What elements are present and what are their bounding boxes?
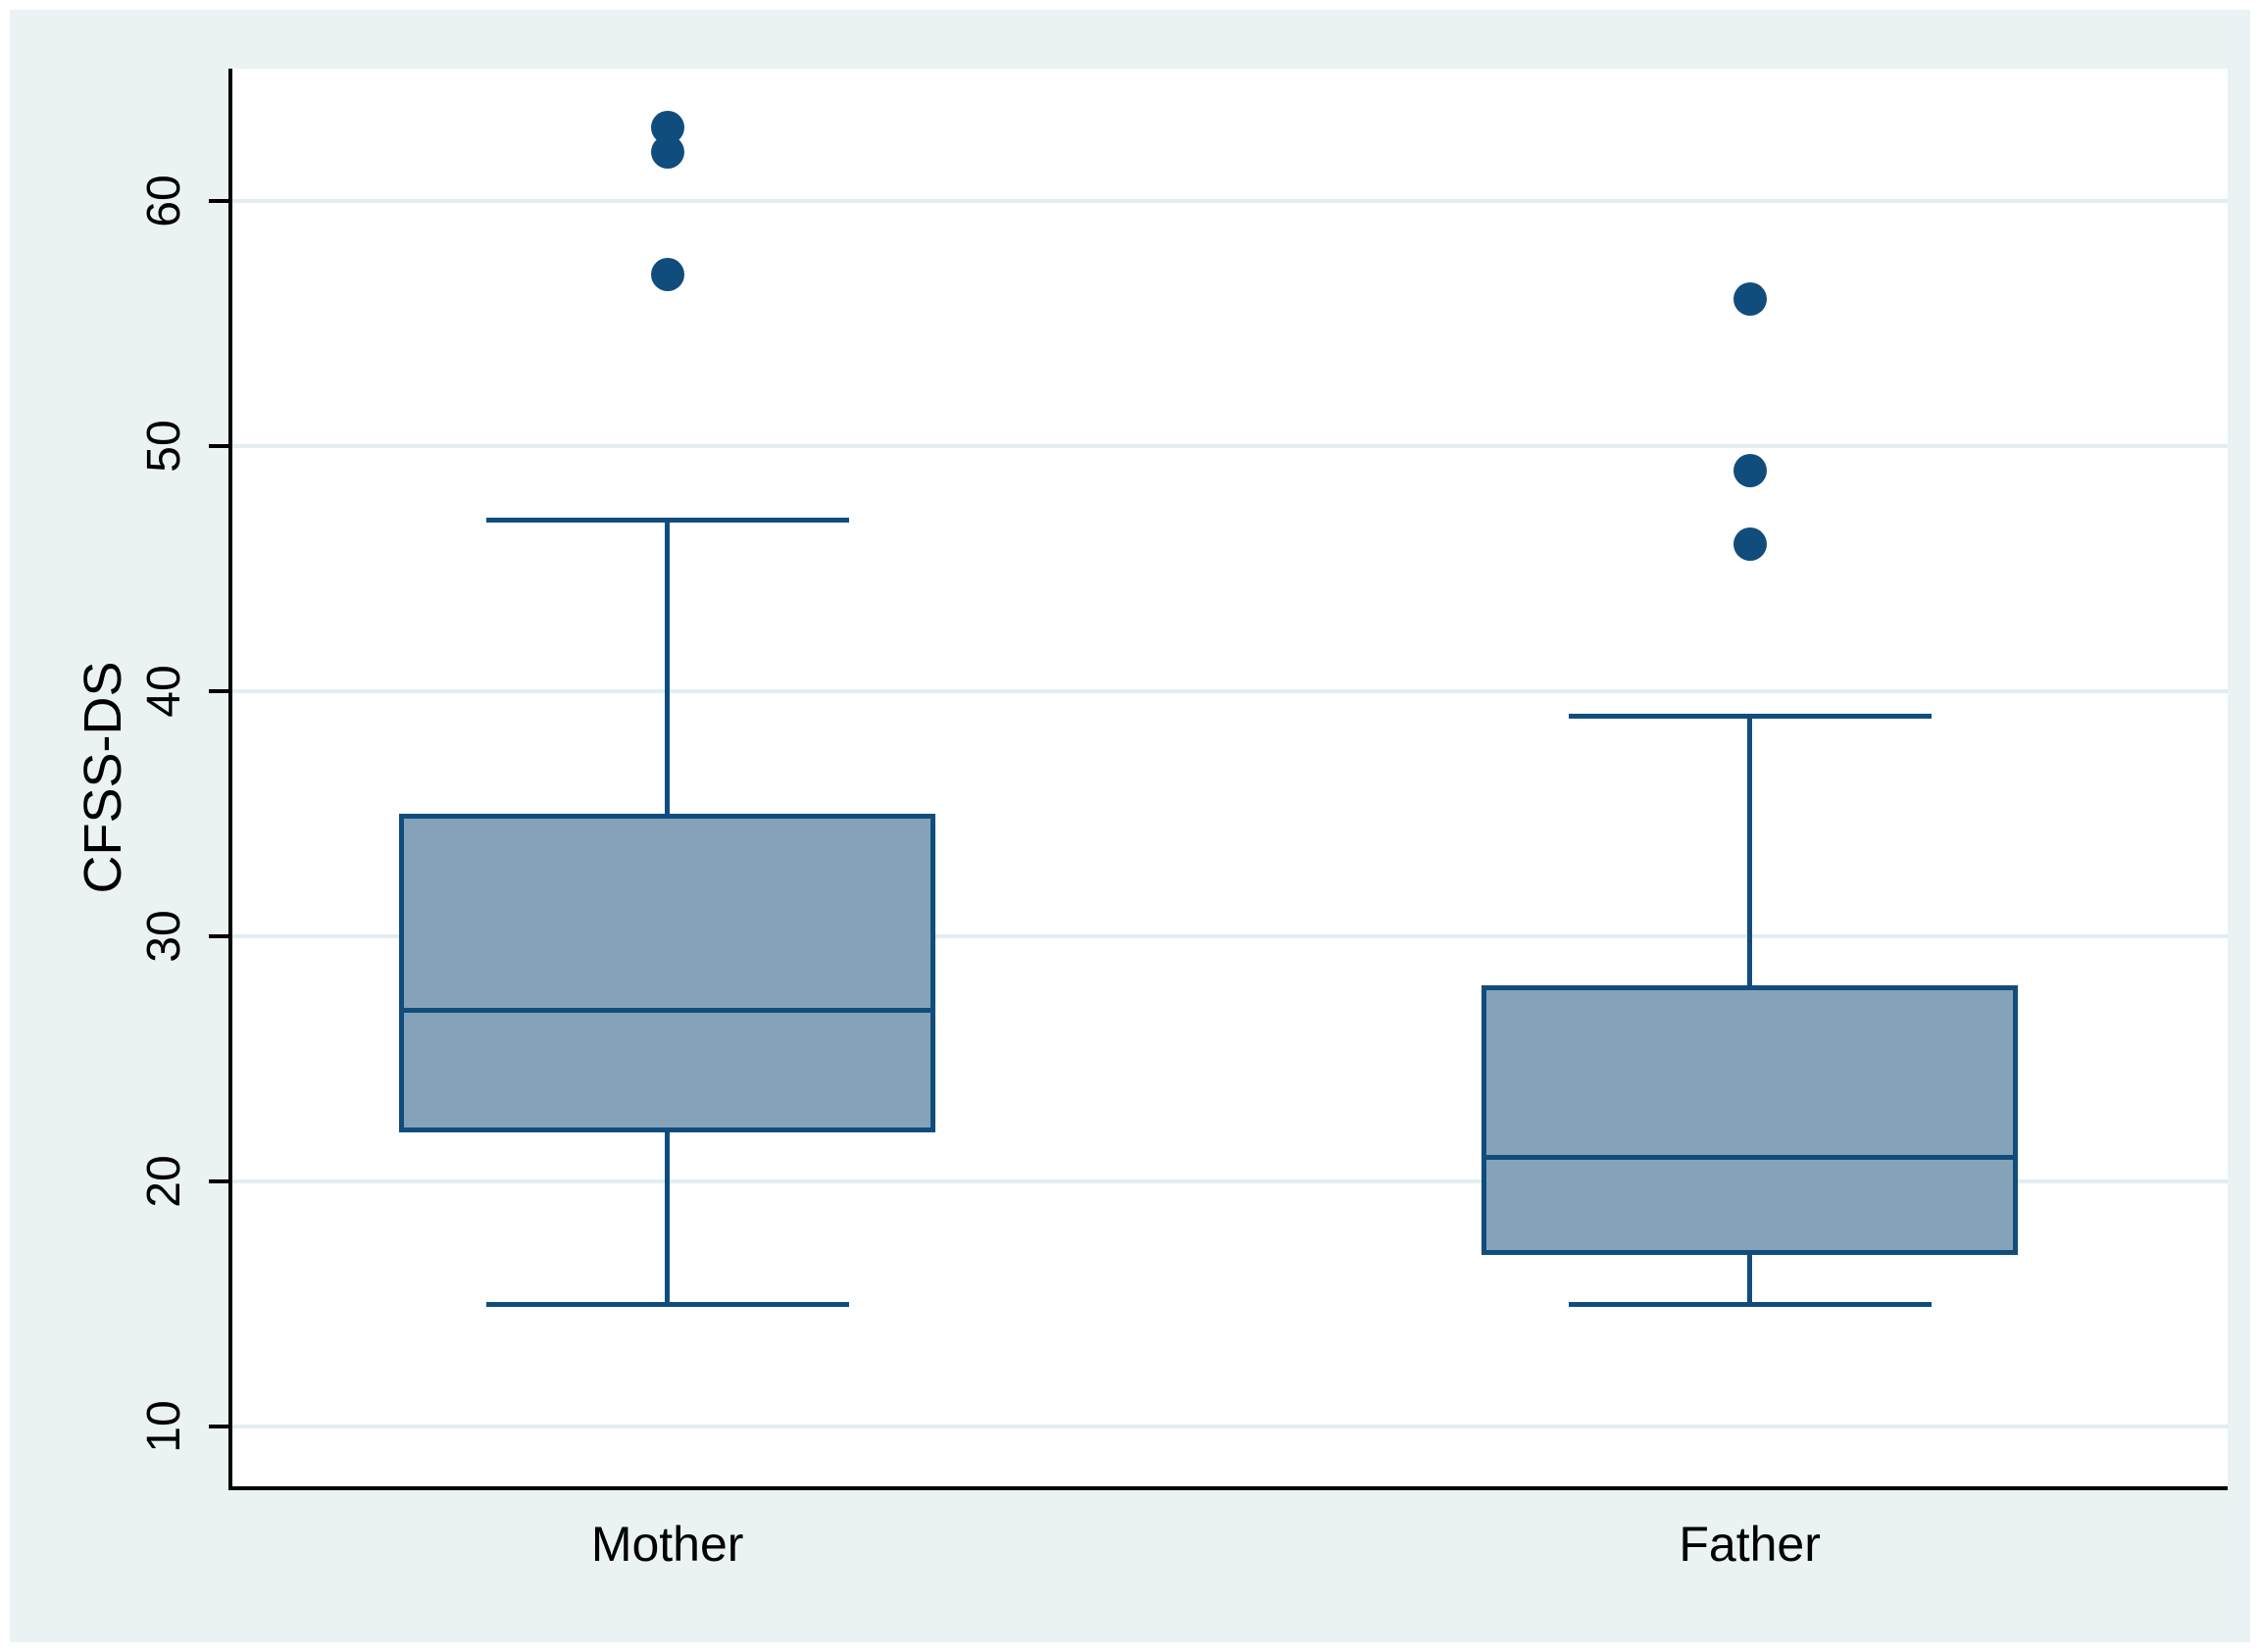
lower-whisker-line	[665, 1132, 671, 1304]
outlier-dot	[650, 258, 684, 291]
y-tick	[209, 199, 232, 203]
y-tick-label: 30	[138, 910, 190, 963]
median-line	[399, 1007, 936, 1013]
upper-whisker-line	[665, 520, 671, 814]
upper-whisker-cap	[485, 517, 849, 523]
outlier-dot	[1733, 454, 1767, 487]
boxplot-box-father	[1482, 985, 2019, 1255]
median-line	[1482, 1154, 2019, 1160]
lower-whisker-cap	[1568, 1301, 1932, 1307]
upper-whisker-cap	[1568, 713, 1932, 719]
y-tick-label: 60	[138, 175, 190, 227]
y-tick	[209, 689, 232, 693]
outlier-dot	[650, 111, 684, 144]
category-label-mother: Mother	[590, 1517, 744, 1572]
y-tick-label: 10	[138, 1400, 190, 1453]
boxplot-box-mother	[399, 814, 936, 1132]
category-label-father: Father	[1679, 1517, 1821, 1572]
y-tick-label: 50	[138, 420, 190, 473]
y-tick	[209, 444, 232, 448]
lower-whisker-line	[1747, 1255, 1753, 1304]
y-gridline	[232, 1425, 2228, 1428]
y-tick-label: 40	[138, 665, 190, 718]
plot-area	[232, 69, 2228, 1486]
x-axis-line	[228, 1486, 2228, 1490]
outlier-dot	[1733, 527, 1767, 561]
y-axis-title: CFSS-DS	[74, 661, 132, 894]
y-gridline	[232, 444, 2228, 448]
y-gridline	[232, 689, 2228, 693]
y-axis-line	[228, 69, 232, 1490]
outlier-dot	[1733, 282, 1767, 316]
y-gridline	[232, 1179, 2228, 1183]
y-tick	[209, 1179, 232, 1183]
y-tick	[209, 934, 232, 938]
lower-whisker-cap	[485, 1301, 849, 1307]
y-gridline	[232, 199, 2228, 203]
upper-whisker-line	[1747, 716, 1753, 985]
y-tick-label: 20	[138, 1155, 190, 1208]
y-tick	[209, 1425, 232, 1428]
y-gridline	[232, 934, 2228, 938]
